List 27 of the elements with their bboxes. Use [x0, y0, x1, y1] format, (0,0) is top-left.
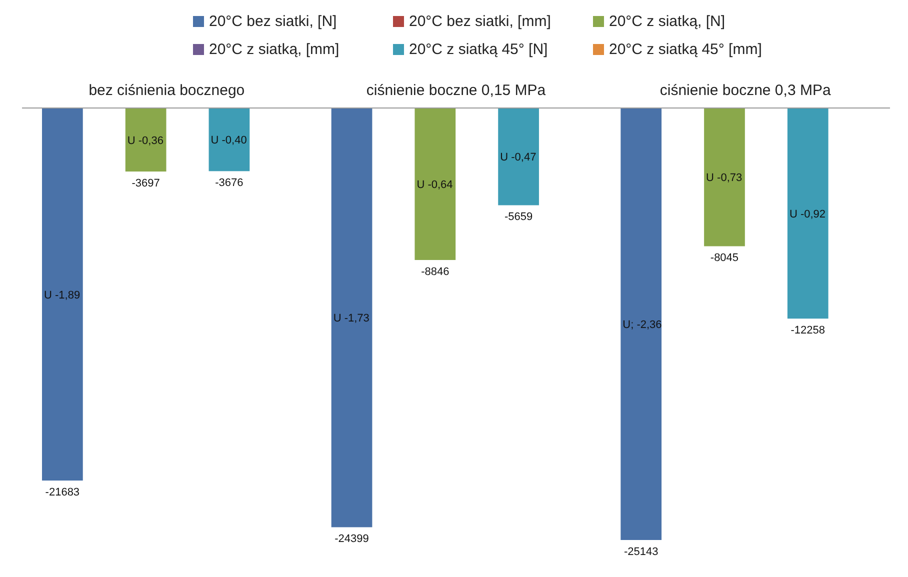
data-label: -12258 — [790, 324, 826, 337]
legend-label: 20°C bez siatki, [mm] — [409, 13, 551, 30]
legend-label: 20°C z siatką 45° [N] — [409, 41, 548, 58]
annotation: U -0,47 — [500, 152, 536, 164]
data-label: -3676 — [215, 177, 244, 190]
x-tick-label: bez ciśnienia bocznego — [88, 82, 245, 99]
annotation: U -0,73 — [706, 172, 742, 184]
x-tick-label: ciśnienie boczne 0,15 MPa — [366, 82, 546, 99]
data-label: -24399 — [334, 533, 369, 546]
annotation: U -0,92 — [789, 208, 826, 220]
data-label: -21683 — [45, 486, 80, 499]
annotation: U -0,36 — [127, 134, 164, 147]
data-label: -25143 — [624, 546, 658, 558]
annotation: U; -2,36 — [622, 319, 662, 331]
annotation: U -0,40 — [210, 134, 247, 147]
legend-label: 20°C z siatką 45° [mm] — [609, 41, 762, 58]
annotation: U -1,89 — [44, 289, 80, 302]
data-label: -8846 — [421, 266, 450, 278]
data-label: -5659 — [504, 211, 533, 224]
data-label: -3697 — [132, 178, 160, 190]
annotation: U -0,64 — [416, 178, 453, 191]
annotation: U -1,73 — [333, 312, 370, 325]
legend-label: 20°C z siatką, [N] — [609, 13, 726, 30]
legend-label: 20°C z siatką, [mm] — [209, 41, 340, 58]
legend-label: 20°C bez siatki, [N] — [209, 13, 337, 30]
x-tick-label: ciśnienie boczne 0,3 MPa — [660, 82, 832, 99]
data-label: -8045 — [710, 252, 739, 264]
